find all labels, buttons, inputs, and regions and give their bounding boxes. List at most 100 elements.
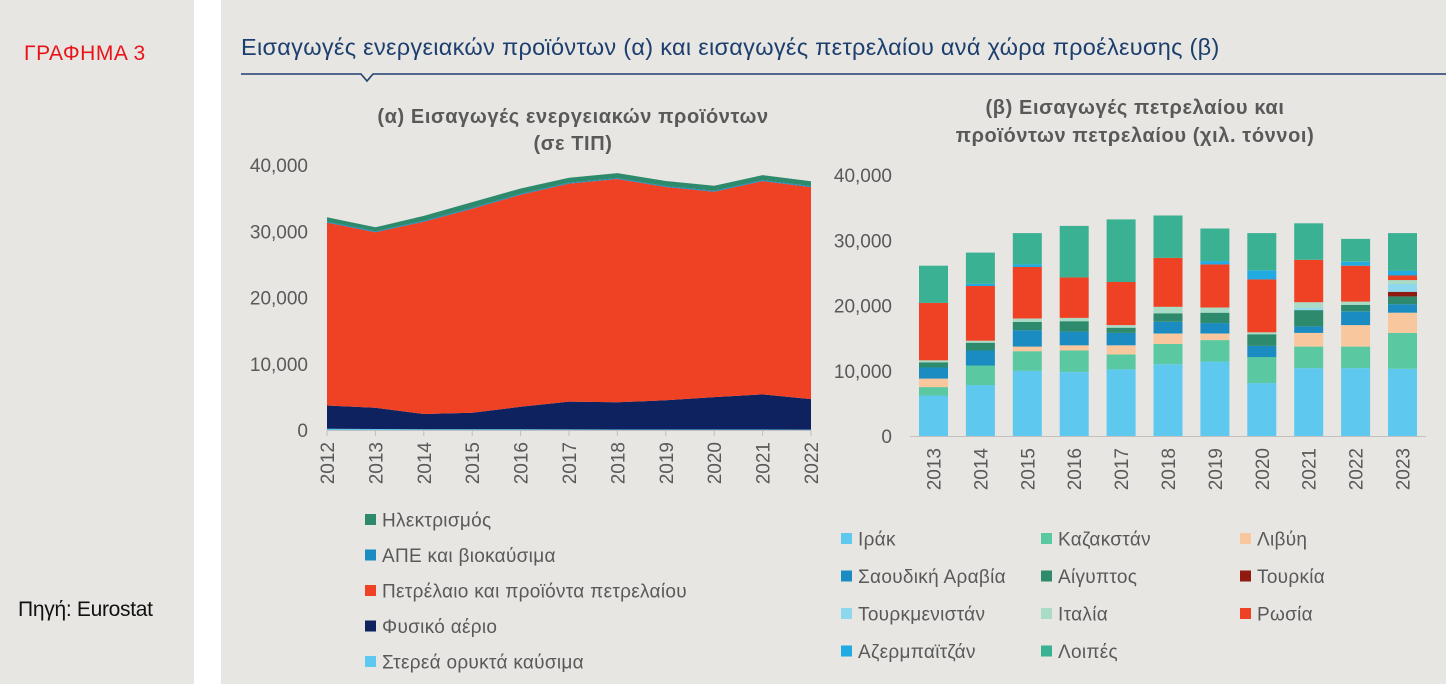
chart-a-x-tick-label: 2017	[560, 442, 581, 484]
chart-b-bar-segment	[1247, 279, 1277, 333]
side-panel	[0, 0, 194, 684]
chart-b-bar-segment	[965, 284, 995, 286]
chart-a-x-tick-label: 2012	[318, 442, 339, 484]
chart-b-bar-segment	[919, 360, 948, 363]
chart-b-bar-segment	[1106, 369, 1136, 436]
chart-b-legend-label: Λιβύη	[1257, 530, 1307, 551]
chart-b-bar-segment	[1012, 351, 1042, 371]
chart-b-bar-segment	[1247, 383, 1277, 436]
chart-b-bar-segment	[1388, 233, 1417, 271]
chart-b-bar-segment	[1388, 296, 1417, 305]
chart-b-bar-segment	[1341, 238, 1371, 262]
chart-a-legend-label: Πετρέλαιο και προϊόντα πετρελαίου	[382, 582, 687, 603]
chart-b-bar-segment	[1341, 261, 1371, 266]
chart-b-bar-segment	[1059, 331, 1089, 346]
chart-a-legend-swatch	[365, 514, 376, 525]
chart-b-bar-segment	[1341, 346, 1371, 369]
chart-b-legend-swatch	[841, 570, 852, 582]
chart-a-y-tick-label: 40,000	[250, 156, 308, 177]
chart-b-bar-segment	[965, 252, 995, 284]
chart-a-legend-label: Στερεά ορυκτά καύσιμα	[382, 653, 584, 674]
chart-b-legend-swatch	[1240, 570, 1251, 582]
chart-a: (α) Εισαγωγές ενεργειακών προϊόντων (σε …	[250, 106, 823, 674]
chart-b-bar-segment	[1153, 364, 1183, 436]
chart-b-bar-segment	[1106, 219, 1136, 282]
chart-b-bar-segment	[1294, 326, 1324, 333]
chart-a-x-tick-label: 2016	[512, 442, 533, 484]
chart-a-legend-swatch	[365, 656, 376, 667]
chart-a-y-tick-label: 30,000	[250, 222, 308, 243]
chart-b-bar-segment	[1294, 368, 1324, 436]
chart-a-legend-swatch	[365, 549, 376, 561]
chart-b-bar-segment	[965, 385, 995, 436]
chart-b-bar-segment	[965, 342, 995, 351]
chart-a-legend: Ηλεκτρισμός ΑΠΕ και βιοκαύσιμα Πετρέλαιο κ…	[365, 511, 687, 674]
chart-b-x-tick-label: 2022	[1347, 448, 1368, 490]
chart-b-bar-segment	[919, 387, 948, 396]
chart-b-bars	[919, 215, 1417, 437]
chart-b-bar-segment	[1059, 225, 1089, 278]
chart-b-bar-segment	[1059, 372, 1089, 436]
chart-b-x-tick-label: 2021	[1300, 448, 1321, 490]
chart-b-bar-segment	[919, 362, 948, 368]
chart-b-y-tick-label: 0	[881, 427, 892, 448]
chart-a-x-tick-label: 2014	[415, 442, 436, 485]
chart-b-legend-label: Καζακστάν	[1058, 530, 1151, 551]
chart-a-legend-label: Φυσικό αέριο	[382, 617, 497, 638]
chart-b-title-line-1: (β) Εισαγωγές πετρελαίου και	[986, 97, 1285, 119]
chart-b-bar-segment	[1153, 333, 1183, 344]
chart-b-bar-segment	[965, 350, 995, 366]
chart-b-y-tick-label: 30,000	[834, 231, 892, 252]
chart-b-bar-segment	[1388, 284, 1417, 292]
chart-b-legend-label: Ιταλία	[1058, 605, 1108, 626]
chart-b-bar-segment	[1388, 332, 1417, 369]
chart-b-bar-segment	[1012, 264, 1042, 267]
chart-a-x-tick-label: 2022	[802, 442, 823, 484]
chart-b-x-tick-label: 2014	[971, 448, 992, 491]
chart-a-title-line-1: (α) Εισαγωγές ενεργειακών προϊόντων	[377, 106, 768, 128]
chart-b-bar-segment	[1106, 327, 1136, 333]
chart-b-bar-segment	[1059, 350, 1089, 372]
chart-b-bar-segment	[1341, 368, 1371, 436]
chart-b-bar-segment	[1012, 370, 1042, 437]
chart-b-bar-segment	[1106, 354, 1136, 370]
chart-b-legend-swatch	[1041, 570, 1052, 582]
chart-b-bar-segment	[919, 367, 948, 379]
chart-b-bar-segment	[1294, 223, 1324, 260]
chart-b-bar-segment	[1294, 308, 1324, 311]
chart-b-y-tick-label: 10,000	[834, 362, 892, 383]
chart-b-legend-label: Ιράκ	[858, 530, 896, 551]
chart-b-bar-segment	[1059, 345, 1089, 351]
chart-b-legend-swatch	[1041, 533, 1052, 544]
chart-a-legend-swatch	[365, 620, 376, 632]
chart-b-legend-swatch	[1240, 533, 1251, 544]
chart-a-legend-label: ΑΠΕ και βιοκαύσιμα	[382, 546, 556, 567]
chart-b-title-line-2: προϊόντων πετρελαίου (χιλ. τόννοι)	[956, 125, 1315, 147]
chart-b-bar-segment	[1294, 302, 1324, 309]
chart-b-bar-segment	[1341, 311, 1371, 326]
chart-a-x-tick-label: 2019	[657, 442, 678, 484]
chart-b-legend-swatch	[1240, 608, 1251, 619]
chart-b-bar-segment	[919, 395, 948, 436]
chart-b-x-axis: 2013 2014 2015 2016 2017 2018 2019 2020 2021 2022…	[924, 448, 1414, 491]
chart-b-y-axis: 0 10,000 20,000 30,000 40,000	[834, 166, 892, 448]
chart-b-bar-segment	[1294, 346, 1324, 369]
chart-b-legend-label: Αζερμπαϊτζάν	[858, 642, 976, 663]
chart-a-area-series-1	[327, 394, 811, 430]
chart-b-bar-segment	[1059, 317, 1089, 322]
chart-b-bar-segment	[1200, 323, 1230, 334]
chart-b-bar-segment	[1200, 307, 1230, 313]
chart-b-y-tick-label: 40,000	[834, 166, 892, 187]
chart-b-bar-segment	[1341, 304, 1371, 312]
chart-b-legend-label: Ρωσία	[1257, 605, 1313, 626]
chart-a-x-tick-label: 2020	[705, 442, 726, 484]
chart-a-x-tick-label: 2015	[463, 442, 484, 484]
chart-b-bar-segment	[919, 265, 948, 303]
chart-b-bar-segment	[965, 340, 995, 343]
chart-b-bar-segment	[1153, 257, 1183, 307]
chart-b-bar-segment	[1200, 264, 1230, 308]
chart-b-bar-segment	[1341, 325, 1371, 347]
chart-b-bar-segment	[1106, 332, 1136, 346]
chart-a-y-tick-label: 0	[297, 421, 308, 442]
chart-b-legend-swatch	[841, 645, 852, 657]
